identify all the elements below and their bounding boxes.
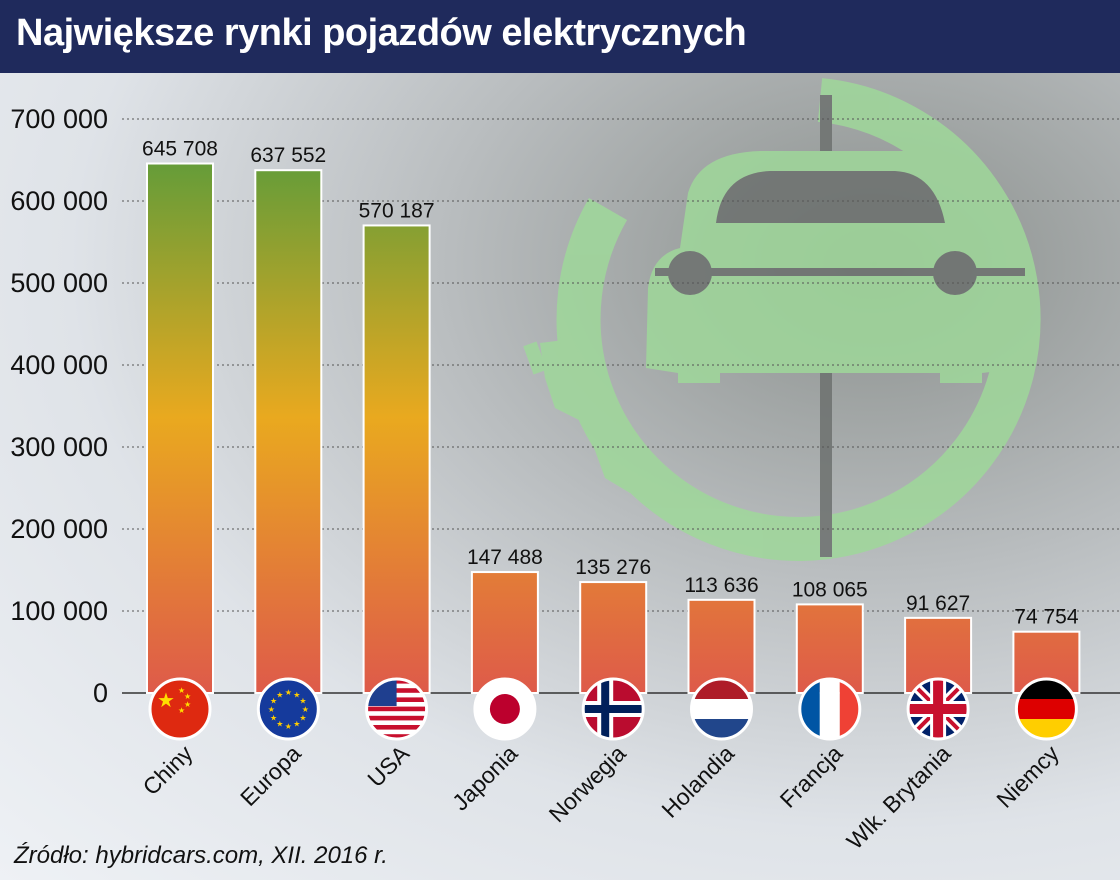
japan-flag-icon	[473, 677, 537, 741]
bar-usa	[362, 224, 431, 694]
svg-text:★: ★	[299, 697, 306, 706]
x-tick-label: Japonia	[447, 740, 523, 816]
y-tick-label: 600 000	[10, 186, 108, 216]
svg-text:★: ★	[302, 705, 309, 714]
svg-text:★: ★	[268, 705, 275, 714]
svg-text:★: ★	[285, 722, 292, 731]
y-axis: 0 100 000 200 000 300 000 400 000 500 000 600 …	[10, 104, 108, 708]
x-tick-label: Europa	[235, 740, 306, 811]
ev-sign-ring	[556, 78, 1041, 561]
svg-text:★: ★	[178, 686, 185, 695]
x-tick-label: Holandia	[656, 740, 739, 823]
france-flag-icon	[798, 677, 862, 741]
usa-flag-icon	[365, 677, 429, 741]
y-tick-label: 500 000	[10, 268, 108, 298]
svg-text:★: ★	[184, 700, 191, 709]
y-tick-label: 100 000	[10, 596, 108, 626]
svg-text:★: ★	[276, 690, 283, 699]
svg-text:★: ★	[293, 720, 300, 729]
value-label: 147 488	[467, 546, 543, 569]
norway-flag-icon	[581, 677, 645, 741]
x-tick-label: USA	[362, 740, 414, 792]
chart-title: Największe rynki pojazdów elektrycznych	[16, 12, 747, 54]
y-tick-label: 0	[93, 678, 108, 708]
svg-text:★: ★	[184, 692, 191, 701]
x-tick-label: Norwegia	[544, 740, 631, 827]
ev-plug	[540, 338, 640, 493]
svg-text:★: ★	[299, 714, 306, 723]
x-axis-labels: Chiny Europa USA Japonia Norwegia Holandia Fra…	[138, 740, 1065, 855]
title-bar: Największe rynki pojazdów elektrycznych	[0, 0, 1120, 73]
bar-japonia	[470, 571, 539, 695]
svg-text:★: ★	[285, 688, 292, 697]
y-tick-label: 400 000	[10, 350, 108, 380]
y-tick-label: 700 000	[10, 104, 108, 134]
value-label: 108 065	[792, 578, 868, 601]
netherlands-flag-icon	[690, 677, 753, 741]
svg-text:★: ★	[270, 697, 277, 706]
value-label: 135 276	[575, 556, 651, 579]
value-label: 74 754	[1014, 606, 1079, 629]
eu-flag-icon: ★★★★★★★★★ ★ ★★	[256, 677, 320, 741]
ev-car-window	[716, 171, 945, 223]
bar-holandia	[687, 598, 756, 694]
y-tick-label: 200 000	[10, 514, 108, 544]
x-tick-label: Wlk. Brytania	[841, 740, 955, 854]
bar-chiny	[146, 162, 214, 694]
svg-text:★: ★	[293, 690, 300, 699]
china-flag-icon: ★ ★★★★	[148, 677, 212, 741]
bar-norwegia	[579, 581, 648, 694]
x-tick-label: Niemcy	[991, 740, 1064, 813]
x-tick-label: Chiny	[138, 740, 198, 800]
ev-charging-sign-illustration	[523, 78, 1041, 561]
x-tick-label: Francja	[775, 740, 848, 813]
value-label: 645 708	[142, 138, 218, 161]
source-note: Źródło: hybridcars.com, XII. 2016 r.	[14, 842, 388, 869]
value-label: 91 627	[906, 592, 970, 615]
chart: 0 100 000 200 000 300 000 400 000 500 000 600 …	[10, 78, 1120, 855]
svg-text:★: ★	[157, 690, 175, 712]
uk-flag-icon	[906, 677, 970, 741]
germany-flag-icon	[1014, 677, 1078, 741]
svg-text:★: ★	[270, 714, 277, 723]
svg-text:★: ★	[178, 706, 185, 715]
bar-europa	[254, 169, 323, 695]
bars: 645 708★ ★★★★637 552★★★★★★★★★ ★ ★★570 18714…	[142, 138, 1081, 741]
svg-text:★: ★	[276, 720, 283, 729]
value-label: 637 552	[250, 144, 326, 167]
value-label: 113 636	[684, 574, 758, 597]
y-tick-label: 300 000	[10, 432, 108, 462]
value-label: 570 187	[359, 199, 435, 222]
